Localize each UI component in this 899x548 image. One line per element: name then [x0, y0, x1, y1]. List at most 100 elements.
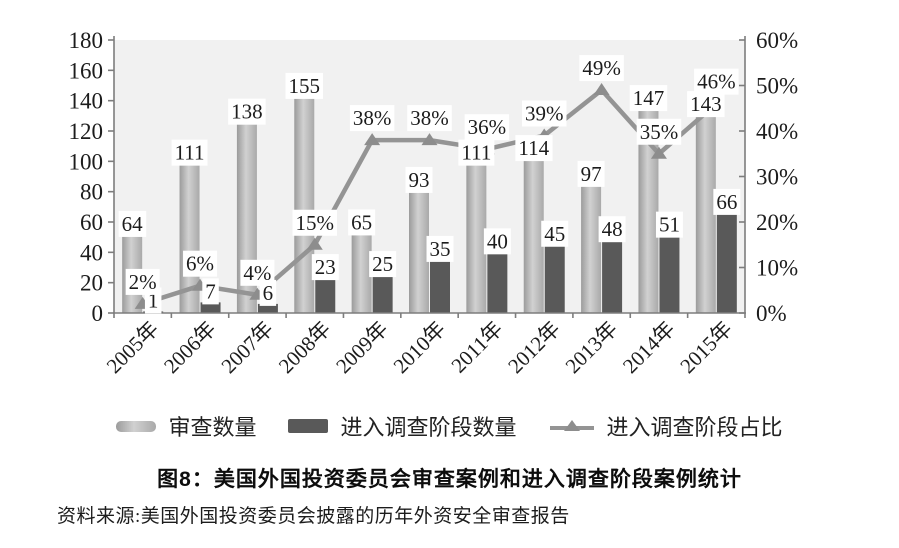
- x-axis-category-label: 2006年: [159, 317, 221, 379]
- y-axis-right-tick-label: 30%: [756, 165, 798, 190]
- bar-investigation-count: [430, 259, 450, 313]
- value-label-investigation: 66: [716, 190, 737, 214]
- triangle-marker: [650, 146, 667, 159]
- percent-label: 49%: [582, 56, 621, 80]
- legend-item-investigation-count: 进入调查阶段数量: [288, 410, 517, 442]
- percent-label: 35%: [640, 120, 679, 144]
- value-label-investigation: 7: [205, 279, 216, 303]
- label-bg: [521, 100, 567, 127]
- y-axis-left-tick-label: 60: [80, 210, 103, 235]
- y-axis-right-tick-label: 50%: [756, 74, 798, 99]
- value-label-review: 65: [351, 210, 372, 234]
- figure-source: 资料来源:美国外国投资委员会披露的历年外资安全审查报告: [57, 506, 570, 527]
- triangle-marker: [306, 237, 323, 250]
- x-axis-category-label: 2010年: [389, 317, 451, 379]
- bar-investigation-count: [200, 302, 221, 313]
- triangle-marker: [593, 83, 610, 96]
- y-axis-left-tick-label: 100: [69, 149, 104, 174]
- label-bg: [458, 139, 495, 166]
- legend-swatch-dark-bar: [288, 419, 329, 433]
- label-bg: [349, 105, 395, 132]
- legend-item-review-count: 审查数量: [116, 410, 256, 442]
- label-bg: [636, 118, 682, 145]
- bar-investigation-count: [257, 303, 278, 313]
- label-bg: [598, 216, 626, 243]
- value-label-review: 64: [122, 212, 144, 236]
- value-label-review: 111: [175, 141, 205, 165]
- percent-label: 2%: [129, 270, 157, 294]
- bar-review-count: [294, 77, 315, 314]
- label-bg: [426, 235, 454, 262]
- y-axis-right-tick-label: 60%: [756, 28, 798, 53]
- x-axis-category-label: 2015年: [675, 317, 737, 379]
- label-bg: [292, 209, 338, 236]
- percent-label: 4%: [243, 261, 271, 285]
- y-axis-left-tick-label: 80: [80, 180, 103, 205]
- y-axis-right-tick-label: 10%: [756, 256, 798, 281]
- label-bg: [713, 188, 741, 215]
- triangle-marker: [421, 133, 438, 146]
- label-bg: [348, 209, 376, 236]
- label-bg: [240, 259, 275, 286]
- bar-review-count: [695, 96, 716, 313]
- legend-item-investigation-ratio: 进入调查阶段占比: [549, 410, 783, 442]
- x-axis-category-label: 2008年: [274, 317, 336, 379]
- y-axis-left-tick-label: 0: [92, 301, 104, 326]
- bar-investigation-count: [544, 244, 565, 313]
- value-label-investigation: 51: [659, 213, 680, 237]
- value-label-review: 138: [231, 100, 263, 124]
- bar-investigation-count: [487, 252, 508, 313]
- value-label-investigation: 40: [487, 229, 508, 253]
- bar-investigation-count: [315, 278, 336, 313]
- legend-swatch-light-bar: [116, 420, 157, 432]
- bar-review-count: [409, 171, 429, 313]
- y-axis-left-tick-label: 160: [69, 58, 104, 83]
- y-axis-left-tick-label: 120: [69, 119, 104, 144]
- x-axis-category-label: 2013年: [561, 317, 623, 379]
- x-axis-category-label: 2012年: [503, 317, 565, 379]
- label-bg: [541, 220, 569, 247]
- label-bg: [202, 278, 219, 305]
- triangle-marker: [364, 133, 381, 146]
- percent-label: 38%: [410, 106, 449, 130]
- legend: 审查数量 进入调查阶段数量 进入调查阶段占比: [0, 410, 899, 442]
- bar-review-count: [581, 165, 602, 313]
- value-label-review: 93: [409, 168, 430, 192]
- y-axis-left-tick-label: 40: [80, 240, 103, 265]
- bar-review-count: [523, 140, 544, 313]
- y-axis-left-tick-label: 180: [69, 28, 104, 53]
- percent-label: 38%: [353, 106, 392, 130]
- label-bg: [483, 228, 511, 255]
- label-bg: [369, 251, 397, 278]
- value-label-investigation: 23: [315, 255, 336, 279]
- bar-investigation-count: [716, 212, 737, 313]
- legend-line-marker-icon: [549, 420, 594, 431]
- bar-review-count: [466, 144, 487, 313]
- label-bg: [311, 254, 339, 281]
- value-label-investigation: 48: [602, 217, 623, 241]
- percent-label: 46%: [697, 70, 736, 94]
- label-bg: [407, 105, 452, 132]
- value-label-investigation: 6: [263, 281, 274, 305]
- label-bg: [629, 85, 668, 112]
- bar-investigation-count: [659, 235, 680, 313]
- label-bg: [183, 250, 218, 277]
- label-bg: [464, 114, 510, 141]
- x-axis-category-label: 2005年: [102, 317, 164, 379]
- label-bg: [515, 135, 553, 162]
- value-label-review: 114: [518, 136, 549, 160]
- percent-label: 36%: [468, 115, 507, 139]
- label-bg: [259, 279, 277, 306]
- label-bg: [577, 160, 605, 187]
- label-bg: [228, 98, 266, 125]
- label-bg: [171, 139, 208, 166]
- value-label-investigation: 1: [148, 288, 159, 312]
- label-bg: [687, 91, 725, 118]
- value-label-investigation: 25: [372, 252, 393, 276]
- bar-review-count: [351, 214, 372, 313]
- bar-investigation-count: [602, 240, 623, 313]
- x-axis-category-label: 2009年: [331, 317, 393, 379]
- label-bg: [694, 68, 739, 95]
- value-label-review: 155: [289, 74, 321, 98]
- combo-chart: 0204060801001201401601800%10%20%30%40%50…: [69, 28, 799, 379]
